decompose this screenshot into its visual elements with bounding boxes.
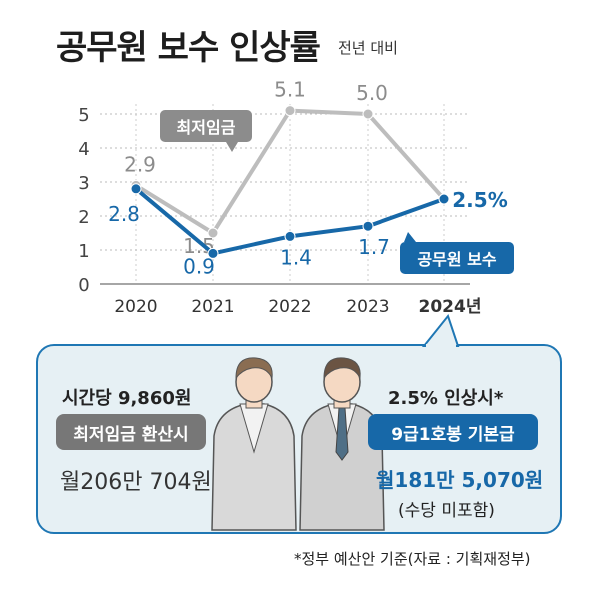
y-tick-label: 5: [78, 105, 89, 126]
series-tag-label: 공무원 보수: [417, 250, 496, 269]
x-tick-label: 2024년: [419, 297, 482, 317]
data-point: [284, 105, 296, 117]
data-point: [130, 183, 142, 195]
person-right-illustration: [299, 357, 385, 531]
min-wage-value: 월206만 704원: [60, 470, 212, 495]
x-tick-label: 2022: [268, 297, 311, 317]
y-tick-label: 2: [78, 207, 89, 228]
data-label: 2.5%: [452, 188, 507, 212]
series-tag-pointer: [404, 232, 416, 242]
panel-pointer: [421, 313, 460, 348]
data-label: 1.4: [280, 245, 312, 269]
footnote: *정부 예산안 기준(자료 : 기획재정부): [294, 550, 531, 568]
data-label: 1.7: [358, 235, 390, 259]
series-tag-box: [160, 110, 252, 142]
series-tag-pointer: [226, 142, 238, 152]
data-point: [207, 247, 219, 259]
data-label: 0.9: [183, 254, 215, 278]
data-point: [362, 108, 374, 120]
min-wage-badge: 최저임금 환산시: [56, 414, 206, 450]
public-servant-badge: 9급1호봉 기본급: [368, 414, 538, 450]
data-point: [284, 230, 296, 242]
series-tag-label: 최저임금: [177, 118, 236, 137]
data-point: [362, 220, 374, 232]
min-wage-heading: 시간당 9,860원: [62, 388, 192, 409]
series-tag-box: [400, 242, 514, 274]
x-tick-label: 2021: [191, 297, 234, 317]
data-label: 5.0: [356, 81, 388, 105]
data-point: [438, 193, 450, 205]
public-servant-note: (수당 미포함): [398, 501, 495, 521]
data-label: 5.1: [274, 78, 306, 102]
x-tick-label: 2020: [114, 297, 157, 317]
person-left-illustration: [211, 357, 297, 531]
x-tick-label: 2023: [346, 297, 389, 317]
data-point: [207, 227, 219, 239]
public-servant-heading: 2.5% 인상시*: [388, 388, 504, 409]
y-tick-label: 3: [78, 173, 89, 194]
chart-title: 공무원 보수 인상률: [56, 28, 321, 68]
public-servant-value: 월181만 5,070원: [376, 468, 544, 492]
y-tick-label: 0: [78, 275, 89, 296]
y-tick-label: 1: [78, 241, 89, 262]
data-label: 2.8: [108, 202, 140, 226]
y-tick-label: 4: [78, 139, 89, 160]
chart-subtitle: 전년 대비: [338, 39, 398, 57]
data-label: 2.9: [124, 152, 156, 176]
